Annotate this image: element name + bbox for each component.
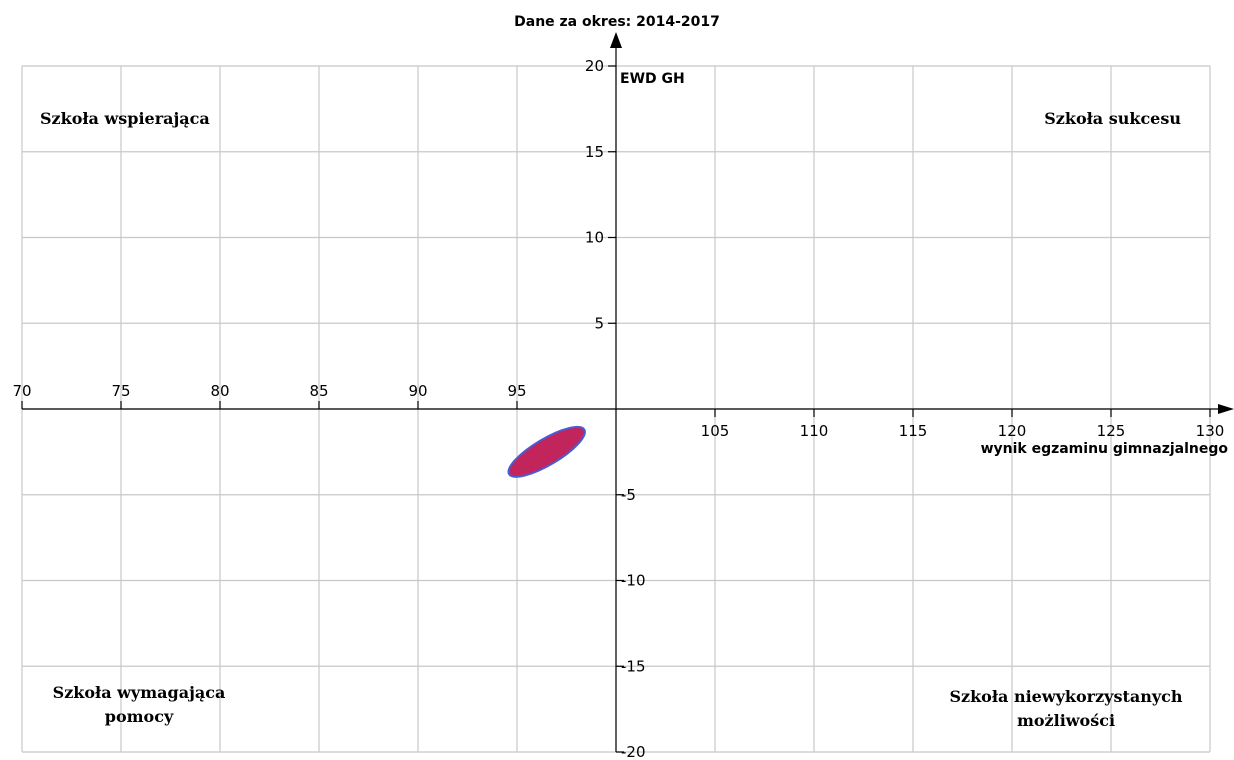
confidence-ellipse bbox=[507, 425, 586, 478]
x-tick-label: 110 bbox=[800, 422, 829, 440]
x-tick-label: 95 bbox=[507, 382, 526, 400]
y-axis-title: EWD GH bbox=[620, 71, 685, 87]
quadrant-label-bottom-right-line1: Szkoła niewykorzystanych bbox=[949, 687, 1182, 706]
chart-title: Dane za okres: 2014-2017 bbox=[514, 14, 720, 30]
y-tick-label: 20 bbox=[585, 57, 604, 75]
x-tick-label: 85 bbox=[309, 382, 328, 400]
x-tick-label: 120 bbox=[998, 422, 1027, 440]
x-tick-label: 70 bbox=[12, 382, 31, 400]
quadrant-label-top-right: Szkoła sukcesu bbox=[1044, 109, 1181, 128]
x-tick-label: 130 bbox=[1196, 422, 1225, 440]
x-tick-label: 105 bbox=[701, 422, 730, 440]
y-tick-label: -5 bbox=[621, 486, 636, 504]
quadrant-label-bottom-left-line2: pomocy bbox=[105, 707, 174, 726]
y-tick-label: -15 bbox=[621, 657, 646, 675]
x-axis-arrow bbox=[1218, 404, 1234, 414]
y-tick-label: 15 bbox=[585, 143, 604, 161]
x-tick-label: 75 bbox=[111, 382, 130, 400]
quadrant-label-bottom-right-line2: możliwości bbox=[1017, 711, 1115, 730]
x-tick-label: 90 bbox=[408, 382, 427, 400]
ellipse-layer bbox=[507, 425, 586, 478]
y-tick-label: 10 bbox=[585, 229, 604, 247]
quadrant-label-bottom-left-line1: Szkoła wymagająca bbox=[53, 683, 226, 702]
y-tick-label: -10 bbox=[621, 572, 646, 590]
y-tick-label: 5 bbox=[594, 314, 604, 332]
labels: Dane za okres: 2014-2017 EWD GH wynik eg… bbox=[40, 14, 1228, 730]
x-tick-label: 125 bbox=[1097, 422, 1126, 440]
quadrant-label-top-left: Szkoła wspierająca bbox=[40, 109, 210, 128]
y-axis-arrow bbox=[610, 32, 622, 48]
x-tick-label: 80 bbox=[210, 382, 229, 400]
y-tick-label: -20 bbox=[621, 743, 646, 760]
x-axis-title: wynik egzaminu gimnazjalnego bbox=[981, 441, 1229, 457]
x-tick-label: 115 bbox=[899, 422, 928, 440]
